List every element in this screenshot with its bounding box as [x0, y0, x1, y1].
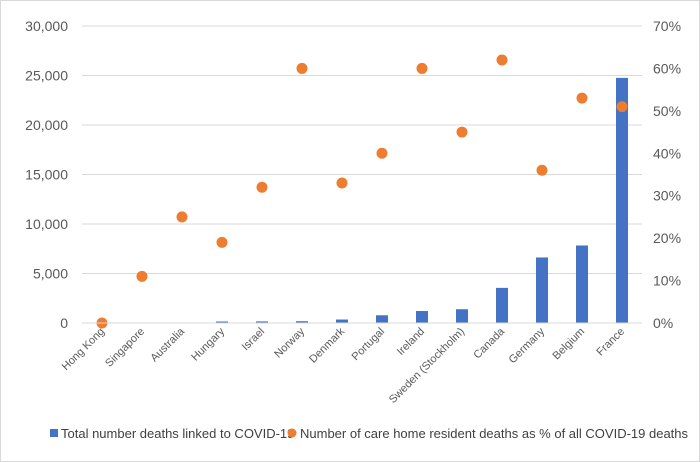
- category-label: Denmark: [307, 325, 347, 365]
- left-tick-label: 5,000: [33, 266, 68, 282]
- bar: [496, 287, 508, 323]
- category-label: Hungary: [189, 325, 227, 363]
- data-point: [216, 236, 228, 248]
- right-tick-label: 30%: [653, 188, 681, 204]
- right-tick-label: 70%: [653, 18, 681, 34]
- legend: Total number deaths linked to COVID-19 N…: [50, 426, 689, 441]
- left-tick-label: 10,000: [25, 216, 68, 232]
- bar-series: [176, 77, 628, 323]
- bar: [256, 321, 268, 323]
- bar: [536, 257, 548, 323]
- data-point: [176, 211, 188, 223]
- bar: [416, 311, 428, 323]
- bar: [296, 321, 308, 323]
- category-label: Portugal: [350, 326, 387, 363]
- data-point: [536, 164, 548, 176]
- category-label: Australia: [148, 325, 187, 364]
- scatter-series: [96, 54, 628, 329]
- left-tick-label: 0: [60, 315, 68, 331]
- category-label: Germany: [507, 325, 548, 366]
- data-point: [376, 147, 388, 159]
- legend-dot-swatch: [287, 428, 297, 438]
- right-tick-label: 50%: [653, 103, 681, 119]
- left-tick-label: 30,000: [25, 18, 68, 34]
- data-point: [576, 92, 588, 104]
- left-tick-label: 15,000: [25, 167, 68, 183]
- data-point: [616, 101, 628, 113]
- bar: [376, 315, 388, 323]
- data-point: [296, 62, 308, 74]
- bar: [336, 319, 348, 323]
- data-point: [496, 54, 508, 66]
- bar: [616, 77, 628, 323]
- data-point: [456, 126, 468, 138]
- category-label: France: [594, 326, 627, 359]
- legend-bar-swatch: [50, 429, 58, 437]
- data-point: [256, 181, 268, 193]
- category-label: Ireland: [395, 326, 427, 358]
- bar: [456, 309, 468, 323]
- category-label: Hong Kong: [60, 326, 107, 373]
- data-point: [136, 270, 148, 282]
- left-tick-label: 20,000: [25, 117, 68, 133]
- bar: [576, 245, 588, 323]
- gridlines: [82, 25, 642, 274]
- right-tick-label: 20%: [653, 230, 681, 246]
- data-point: [416, 62, 428, 74]
- bar: [216, 321, 228, 323]
- legend-dot-label: Number of care home resident deaths as %…: [300, 426, 689, 441]
- right-axis-ticks: 0% 10% 20% 30% 40% 50% 60% 70%: [653, 18, 681, 331]
- category-label: Canada: [471, 325, 507, 361]
- left-tick-label: 25,000: [25, 68, 68, 84]
- category-label: Israel: [240, 326, 268, 354]
- right-tick-label: 0%: [653, 315, 673, 331]
- category-label: Singapore: [103, 326, 147, 370]
- left-axis-ticks: 0 5,000 10,000 15,000 20,000 25,000 30,000: [25, 18, 68, 331]
- right-tick-label: 60%: [653, 60, 681, 76]
- right-tick-label: 10%: [653, 273, 681, 289]
- category-label: Norway: [272, 325, 307, 360]
- legend-bar-label: Total number deaths linked to COVID-19: [61, 426, 294, 441]
- data-point: [336, 177, 348, 189]
- category-label: Belgium: [551, 326, 588, 363]
- right-tick-label: 40%: [653, 145, 681, 161]
- category-label: Sweden (Stockholm): [387, 326, 467, 406]
